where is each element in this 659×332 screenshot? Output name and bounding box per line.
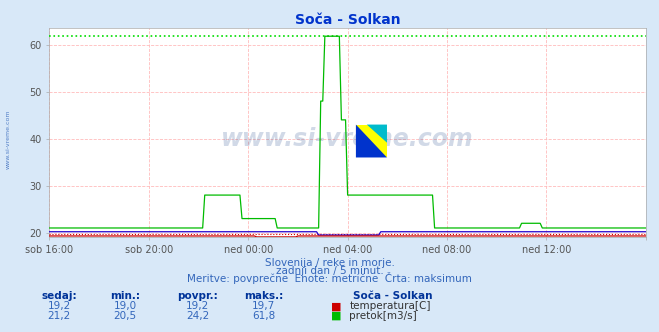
Text: www.si-vreme.com: www.si-vreme.com — [5, 110, 11, 169]
Text: 19,7: 19,7 — [252, 301, 275, 311]
Text: min.:: min.: — [110, 291, 140, 301]
Polygon shape — [356, 124, 387, 157]
Text: ■: ■ — [331, 311, 341, 321]
Text: Slovenija / reke in morje.: Slovenija / reke in morje. — [264, 258, 395, 268]
Text: 24,2: 24,2 — [186, 311, 210, 321]
Text: 19,2: 19,2 — [47, 301, 71, 311]
Text: temperatura[C]: temperatura[C] — [349, 301, 431, 311]
Text: Meritve: povprečne  Enote: metrične  Črta: maksimum: Meritve: povprečne Enote: metrične Črta:… — [187, 272, 472, 284]
Text: 61,8: 61,8 — [252, 311, 275, 321]
Text: 20,5: 20,5 — [113, 311, 137, 321]
Text: povpr.:: povpr.: — [177, 291, 218, 301]
Text: 21,2: 21,2 — [47, 311, 71, 321]
Text: maks.:: maks.: — [244, 291, 283, 301]
Polygon shape — [367, 124, 387, 143]
Text: 19,0: 19,0 — [113, 301, 137, 311]
Text: sedaj:: sedaj: — [42, 291, 77, 301]
Title: Soča - Solkan: Soča - Solkan — [295, 13, 401, 27]
Bar — [356, 124, 387, 157]
Text: pretok[m3/s]: pretok[m3/s] — [349, 311, 417, 321]
Text: 19,2: 19,2 — [186, 301, 210, 311]
Text: ■: ■ — [331, 301, 341, 311]
Text: zadnji dan / 5 minut.: zadnji dan / 5 minut. — [275, 266, 384, 276]
Text: Soča - Solkan: Soča - Solkan — [353, 291, 432, 301]
Text: www.si-vreme.com: www.si-vreme.com — [221, 127, 474, 151]
